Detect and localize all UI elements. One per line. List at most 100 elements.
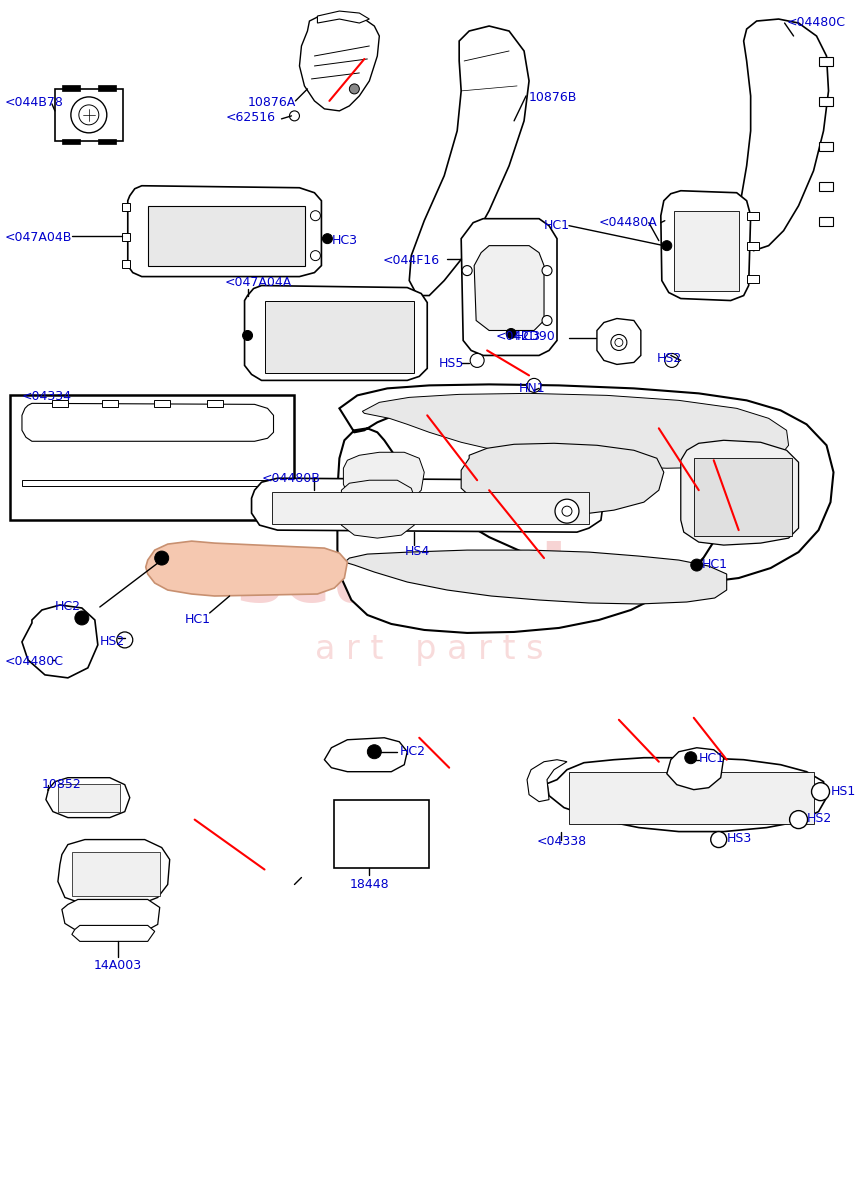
Polygon shape [244,286,427,380]
Polygon shape [299,16,379,110]
Circle shape [691,559,703,571]
Polygon shape [251,479,604,532]
Text: 18448: 18448 [349,877,389,890]
Circle shape [117,632,132,648]
Circle shape [555,499,579,523]
Bar [10,395,294,520]
Bar [122,233,130,241]
Polygon shape [46,778,130,817]
Circle shape [290,110,299,121]
Polygon shape [474,246,544,330]
Text: <04334: <04334 [22,390,72,403]
Polygon shape [128,186,322,276]
Text: HC1: HC1 [185,613,211,626]
Text: <044B78: <044B78 [5,96,64,109]
Circle shape [322,234,333,244]
Text: <04480C: <04480C [787,16,845,29]
Polygon shape [666,748,724,790]
Text: 10876B: 10876B [529,91,577,104]
Bar [819,217,832,226]
Polygon shape [660,191,751,300]
Bar [52,401,68,407]
Text: HC1: HC1 [702,558,728,571]
Circle shape [662,241,672,251]
Text: HN1: HN1 [519,383,546,395]
Polygon shape [58,840,169,905]
Text: <047A04A: <047A04A [224,276,292,288]
Circle shape [310,211,321,221]
Circle shape [71,97,107,133]
Text: 14A003: 14A003 [94,959,142,972]
Text: HS2: HS2 [657,353,682,366]
Text: <04338: <04338 [537,834,587,847]
Bar [122,203,130,211]
Bar [122,259,130,268]
Bar [673,211,739,290]
Text: <042D90: <042D90 [496,330,556,343]
Circle shape [710,832,727,847]
Text: HC1: HC1 [698,751,725,764]
Polygon shape [337,384,833,632]
Bar [335,799,429,868]
Text: HC1: HC1 [544,218,570,232]
Text: 10852: 10852 [42,778,82,791]
Text: HS2: HS2 [807,811,832,824]
Polygon shape [22,403,273,442]
Circle shape [349,84,359,94]
Circle shape [665,354,679,367]
Polygon shape [340,480,417,538]
Bar [265,300,415,373]
Circle shape [611,335,627,350]
Bar [746,241,759,250]
Circle shape [367,745,381,758]
Polygon shape [341,550,727,604]
Circle shape [506,329,516,338]
Circle shape [155,551,169,565]
Text: HC2: HC2 [55,600,81,613]
Circle shape [75,611,89,625]
Text: HC3: HC3 [331,234,358,247]
Bar [101,401,118,407]
Bar [154,401,169,407]
Bar [98,139,116,144]
Bar [746,211,759,220]
Polygon shape [72,925,155,941]
Polygon shape [527,760,567,802]
Circle shape [789,811,808,828]
Polygon shape [22,605,98,678]
Text: <04480B: <04480B [261,473,321,485]
Bar [62,85,80,91]
Circle shape [562,506,572,516]
Text: HS2: HS2 [100,635,125,648]
Polygon shape [547,757,826,832]
Bar [58,784,120,811]
Bar [819,181,832,191]
Circle shape [79,104,99,125]
Bar [206,401,223,407]
Circle shape [310,251,321,260]
Text: HC3: HC3 [515,330,541,343]
Polygon shape [362,394,789,468]
Polygon shape [343,452,424,505]
Circle shape [527,378,541,392]
Circle shape [470,354,484,367]
Text: HS4: HS4 [404,545,429,558]
Text: <04480A: <04480A [599,216,658,229]
Bar [272,492,589,524]
Text: a r t   p a r t s: a r t p a r t s [315,634,544,666]
Circle shape [615,338,623,347]
Polygon shape [461,443,664,515]
Text: <047A04B: <047A04B [5,230,72,244]
Bar [72,852,160,896]
Polygon shape [681,440,799,545]
Polygon shape [324,738,408,772]
Bar [62,139,80,144]
Text: 10876A: 10876A [248,96,296,109]
Bar [98,85,116,91]
Text: HS1: HS1 [831,785,856,798]
Polygon shape [739,19,828,251]
Circle shape [685,751,697,763]
Circle shape [243,330,253,341]
Text: HS3: HS3 [727,832,752,845]
Bar [746,275,759,282]
